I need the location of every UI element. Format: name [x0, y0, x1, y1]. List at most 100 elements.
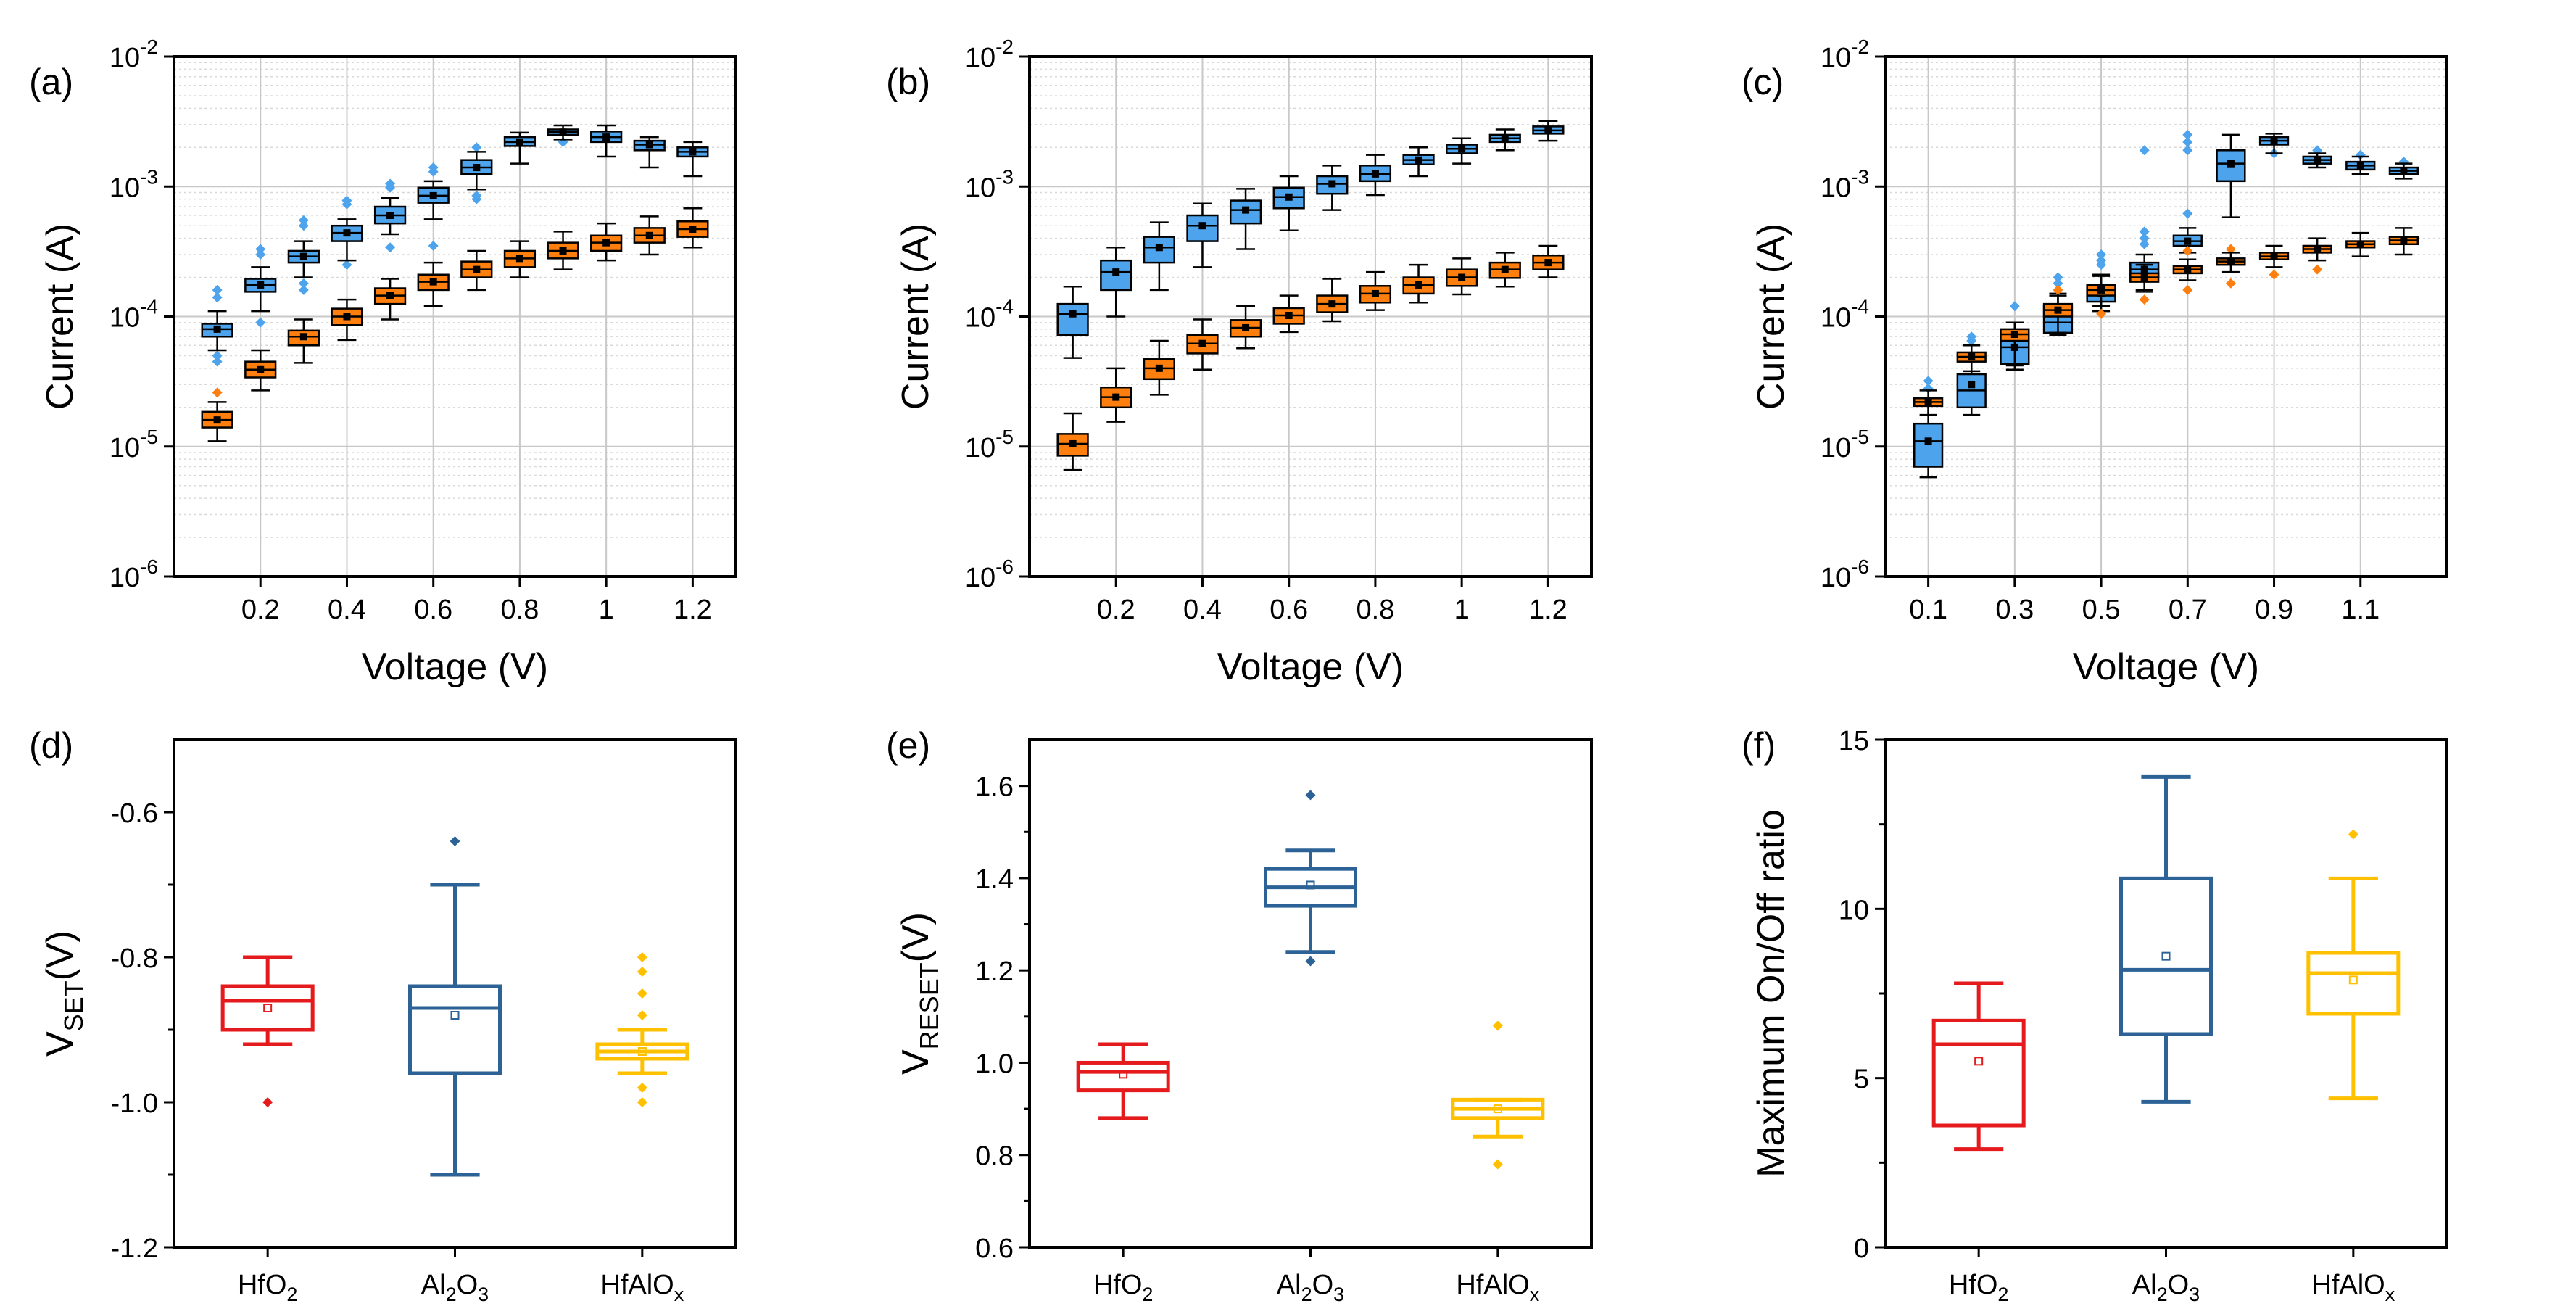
box — [547, 124, 579, 147]
box — [1143, 221, 1175, 292]
mean-marker — [1242, 323, 1250, 331]
outlier-point — [255, 249, 266, 260]
x-tick-label: 1.1 — [2341, 595, 2380, 625]
x-tick-label: 0.8 — [1357, 595, 1395, 625]
outlier-point — [2053, 272, 2063, 283]
box — [2042, 284, 2074, 334]
outlier-point — [637, 967, 647, 977]
y-axis-title: VSET(V) — [39, 930, 88, 1057]
outlier-point — [298, 284, 309, 295]
mean-marker — [473, 164, 481, 172]
y-tick-label: 10-6 — [109, 555, 158, 593]
box — [417, 162, 450, 251]
box — [1956, 331, 1987, 416]
outlier-point — [2053, 278, 2063, 289]
category-label: HfAlOx — [600, 1270, 684, 1305]
mean-marker — [2184, 237, 2192, 245]
box — [1446, 257, 1478, 296]
box-hfo2 — [1931, 981, 2026, 1152]
mean-marker — [2227, 160, 2235, 168]
outlier-point — [1305, 956, 1316, 967]
series-hrs — [1056, 244, 1565, 471]
panel-label: (d) — [29, 725, 73, 766]
mean-marker — [1112, 393, 1120, 401]
y-tick-label: 1.0 — [975, 1049, 1014, 1079]
box — [2388, 227, 2419, 256]
y-tick-label: 10-4 — [109, 296, 158, 334]
y-tick-label: -0.8 — [111, 943, 158, 974]
category-label: Al2O3 — [421, 1270, 489, 1305]
mean-marker — [2270, 137, 2278, 145]
y-tick-label: 10-5 — [965, 426, 1014, 463]
mean-marker — [2314, 156, 2322, 164]
category-label: HfO2 — [1093, 1270, 1154, 1305]
mean-marker — [689, 148, 697, 156]
box — [1446, 137, 1478, 165]
y-tick-label: 10-5 — [109, 426, 158, 463]
box — [1316, 165, 1349, 211]
outlier-point — [428, 240, 439, 251]
box — [2302, 237, 2332, 275]
box — [2345, 149, 2376, 175]
box — [201, 284, 233, 367]
box — [373, 178, 407, 253]
y-tick-label: 5 — [1854, 1065, 1869, 1095]
series-hrs — [201, 207, 709, 442]
outlier-point — [1923, 376, 1934, 387]
box — [1913, 389, 1944, 416]
outlier-point — [2139, 239, 2150, 249]
outlier-point — [298, 215, 309, 226]
mean-marker — [1328, 180, 1336, 188]
category-label: HfAlOx — [2311, 1270, 2395, 1305]
box — [633, 215, 666, 256]
x-tick-label: 0.6 — [1270, 595, 1308, 625]
mean-marker — [343, 229, 351, 237]
outlier-point — [262, 1097, 273, 1107]
y-tick-label: -1.2 — [111, 1234, 158, 1264]
box — [1186, 202, 1219, 268]
outlier-point — [2269, 269, 2279, 280]
outlier-point — [2182, 245, 2193, 256]
mean-marker — [429, 191, 437, 199]
outlier-point — [2182, 145, 2193, 156]
y-tick-label: 10-3 — [1821, 165, 1869, 203]
outlier-point — [212, 284, 223, 295]
box — [547, 231, 579, 270]
x-tick-label: 1 — [599, 595, 614, 625]
mean-marker — [386, 212, 394, 220]
box — [1488, 252, 1521, 288]
y-tick-label: 10-2 — [1821, 36, 1869, 73]
box — [1100, 246, 1132, 318]
box-al2o3 — [1264, 790, 1357, 967]
box-body — [220, 984, 315, 1032]
mean-marker — [343, 313, 351, 321]
mean-marker — [263, 1004, 273, 1012]
mean-marker — [1242, 206, 1250, 214]
box — [331, 298, 363, 342]
mean-marker — [602, 239, 610, 247]
box-body — [408, 984, 502, 1075]
outlier-point — [385, 242, 396, 253]
mean-marker — [2184, 265, 2192, 273]
box — [1316, 278, 1349, 323]
box — [244, 244, 277, 328]
outlier-point — [637, 1083, 647, 1093]
x-tick-label: 1 — [1454, 595, 1470, 625]
box — [2258, 133, 2290, 159]
box — [2216, 244, 2246, 289]
box-al2o3 — [2119, 774, 2213, 1104]
outlier-point — [2096, 308, 2107, 319]
box — [633, 136, 666, 169]
y-axis-title: Current (A) — [895, 223, 937, 410]
box — [676, 207, 709, 249]
mean-marker — [1285, 193, 1293, 201]
y-tick-label: -1.0 — [111, 1088, 158, 1119]
outlier-point — [637, 988, 647, 999]
x-tick-label: 0.4 — [328, 595, 366, 625]
mean-marker — [1371, 170, 1379, 178]
outlier-point — [341, 195, 352, 206]
outlier-point — [2139, 145, 2150, 156]
category-label: Al2O3 — [2132, 1270, 2200, 1305]
mean-marker — [1306, 880, 1315, 890]
category-label: Al2O3 — [1277, 1270, 1344, 1305]
